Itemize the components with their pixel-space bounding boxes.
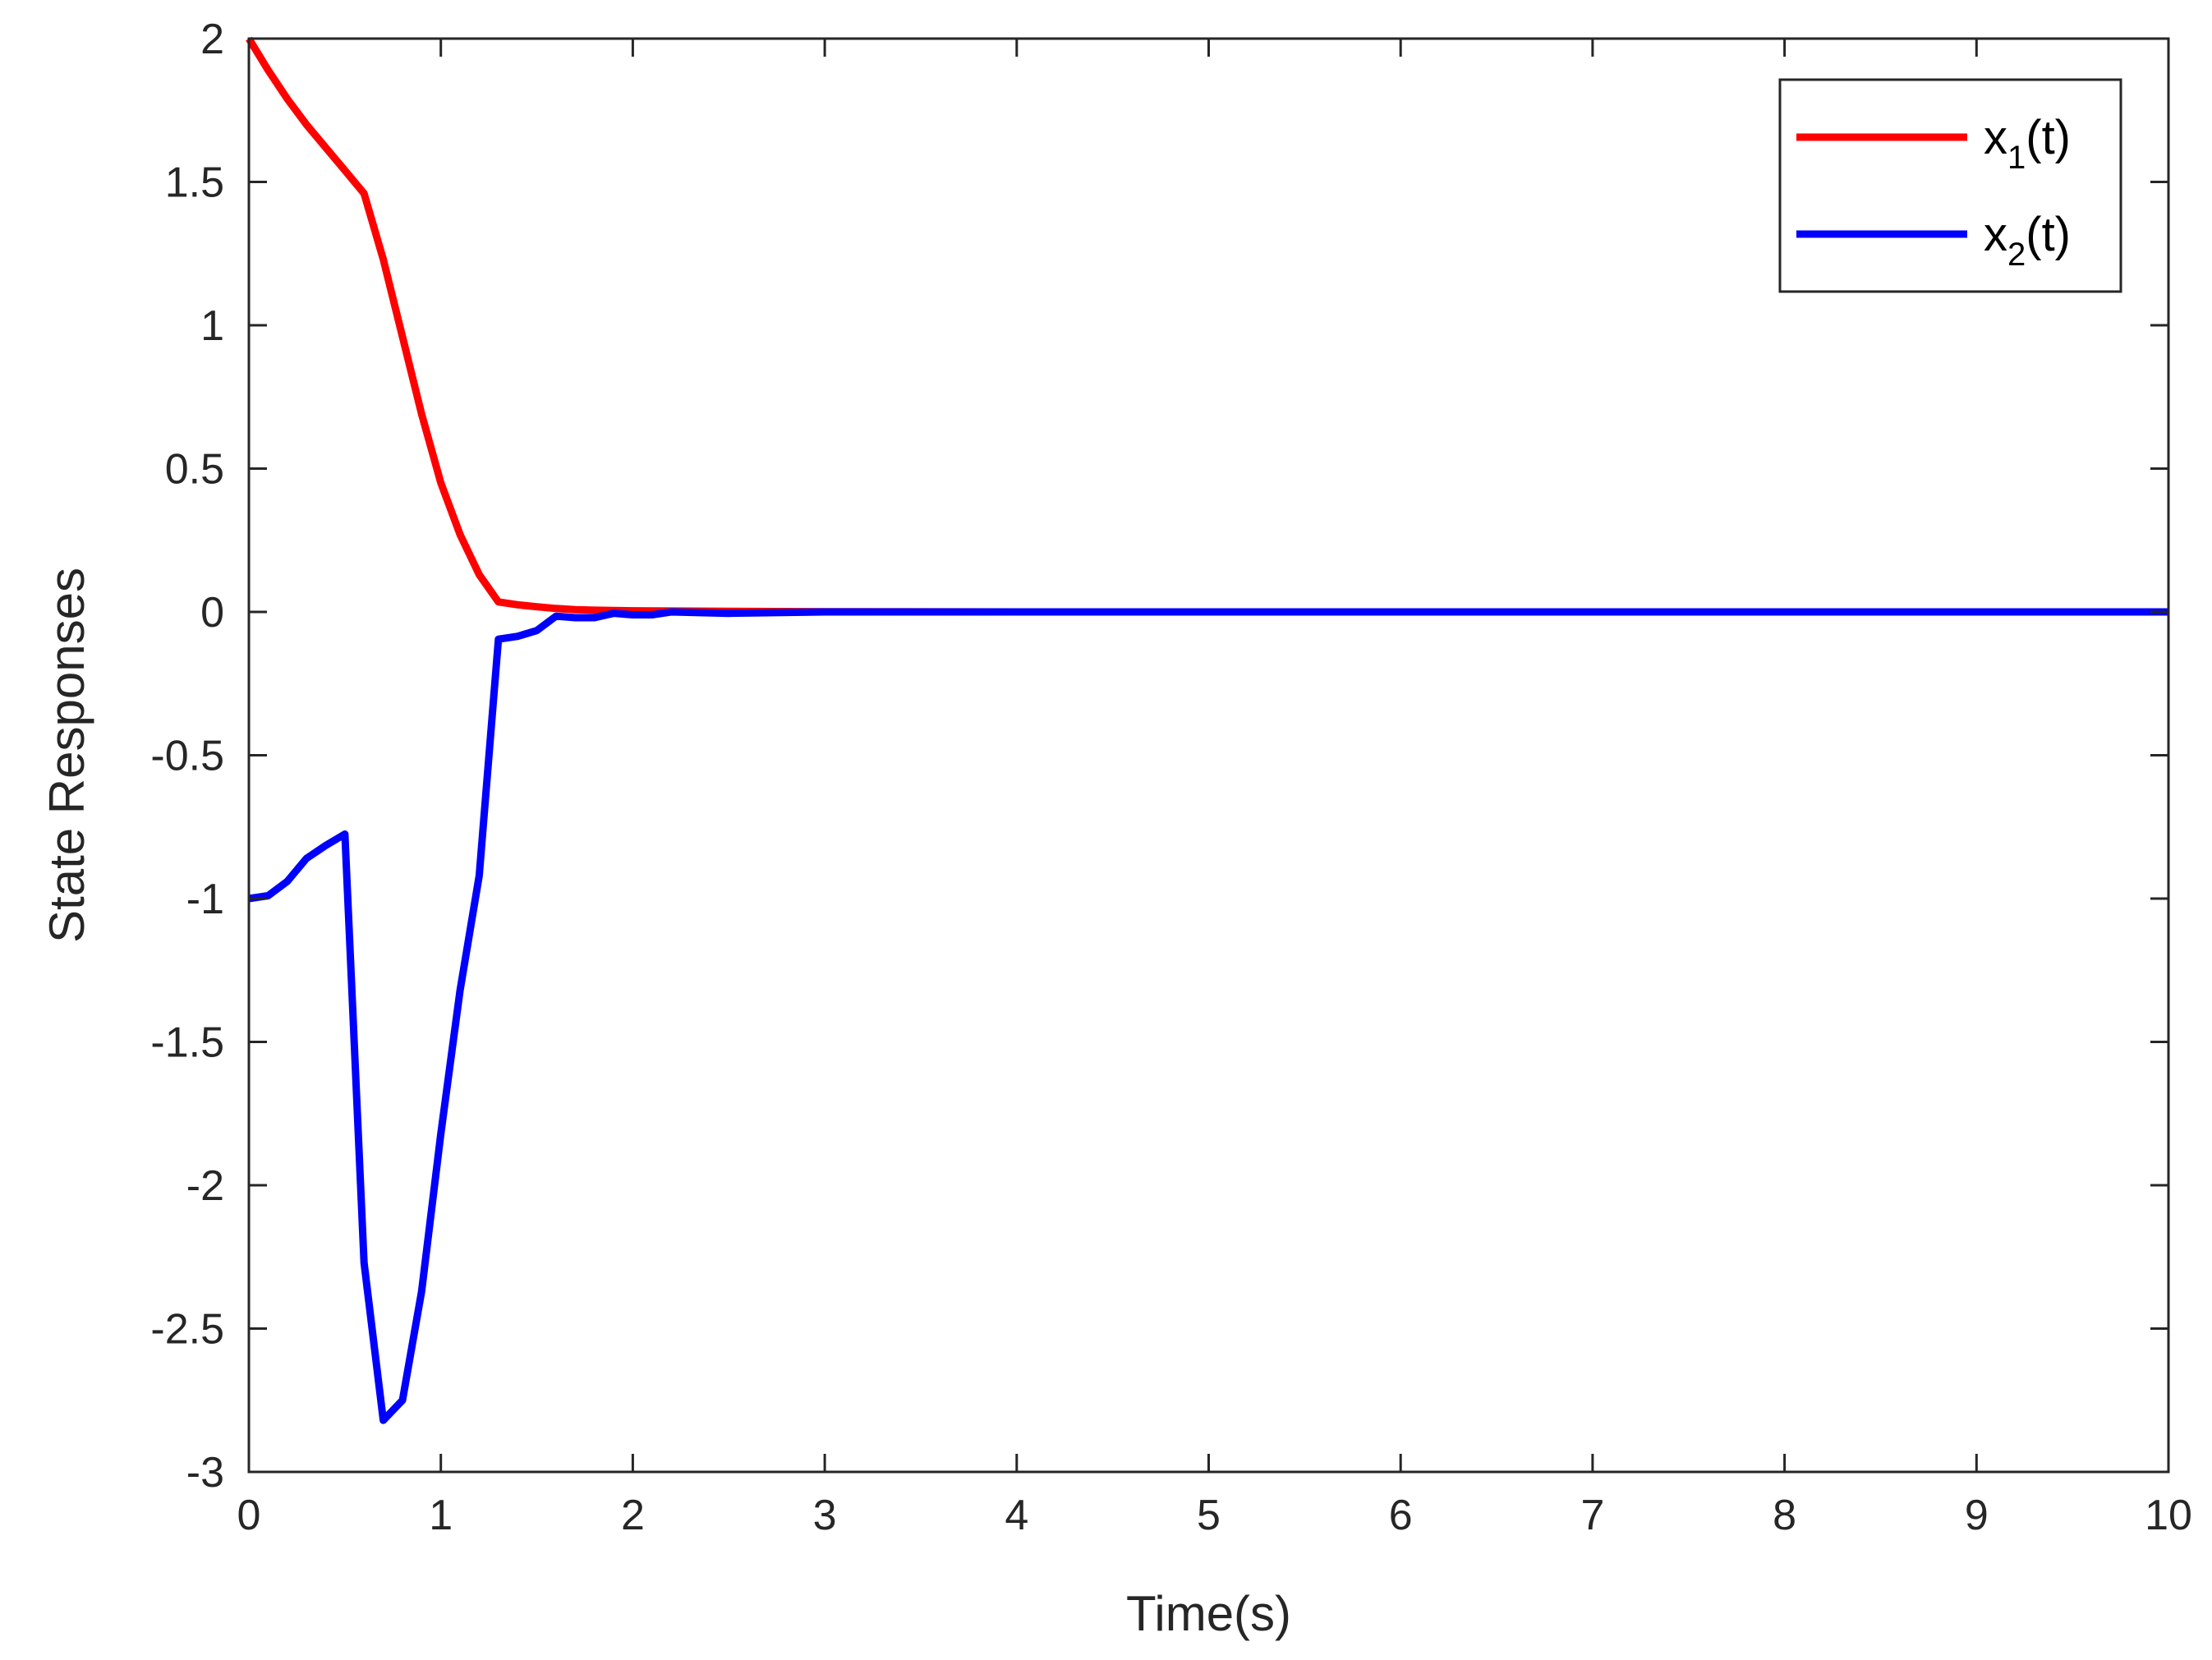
y-tick-label: -2.5: [150, 1306, 224, 1354]
y-tick-label: 2: [200, 16, 224, 63]
x-tick-label: 8: [1773, 1492, 1796, 1539]
x-tick-label: 0: [237, 1492, 261, 1539]
y-tick-label: 0.5: [165, 446, 224, 494]
x-tick-label: 4: [1005, 1492, 1028, 1539]
x-axis-label: Time(s): [1126, 1586, 1291, 1641]
y-tick-label: -1: [186, 876, 224, 923]
y-tick-label: 1: [200, 302, 224, 350]
tick-labels-layer: 0 1 2 3 4 5 6 7 8 9 10 2 1.5 1 0.5 0 -0.5 -1 -1.5 -2 -2.5 -3: [150, 16, 2192, 1539]
legend: x1(t) x2(t): [1778, 78, 2122, 293]
legend-label-1: x1(t): [1984, 111, 2071, 176]
ticks-layer: [247, 37, 2170, 1474]
series-line-2: [248, 608, 2168, 1424]
y-tick-label: -0.5: [150, 733, 224, 780]
x-tick-label: 10: [2145, 1492, 2192, 1539]
x-tick-label: 2: [621, 1492, 645, 1539]
x-tick-label: 9: [1965, 1492, 1989, 1539]
y-tick-label: -3: [186, 1449, 224, 1497]
series-layer: [246, 36, 2168, 1424]
y-tick-label: 0: [200, 589, 224, 637]
x-tick-label: 5: [1197, 1492, 1221, 1539]
x-tick-label: 6: [1389, 1492, 1413, 1539]
y-tick-label: -1.5: [150, 1019, 224, 1067]
legend-label-2: x2(t): [1984, 208, 2071, 273]
legend-box: [1778, 78, 2122, 293]
x-tick-label: 7: [1580, 1492, 1604, 1539]
y-tick-label: 1.5: [165, 159, 224, 207]
x-tick-label: 1: [429, 1492, 453, 1539]
y-axis-label: State Responses: [39, 568, 94, 943]
y-tick-label: -2: [186, 1162, 224, 1210]
x-tick-label: 3: [813, 1492, 837, 1539]
